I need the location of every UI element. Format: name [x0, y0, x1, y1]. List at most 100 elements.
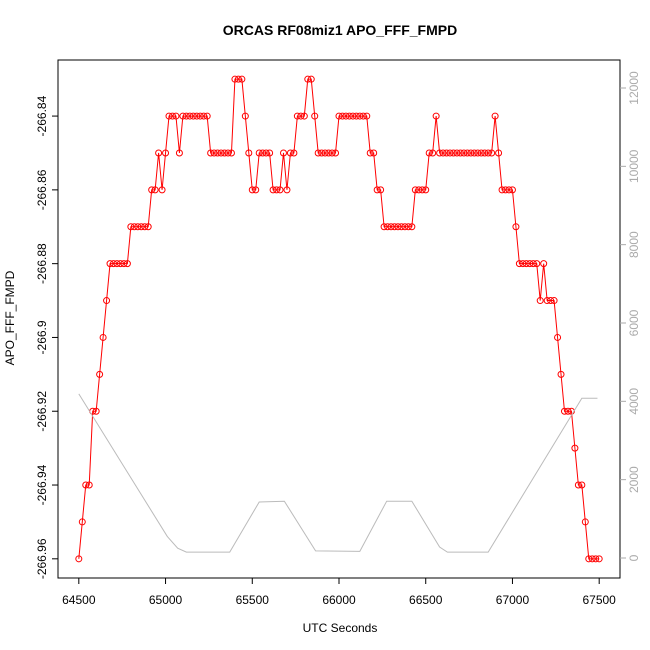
x-tick-label: 67000	[496, 593, 530, 607]
data-point	[266, 149, 274, 157]
data-point	[165, 112, 173, 120]
data-point	[377, 186, 385, 194]
data-point	[293, 112, 301, 120]
data-point	[210, 149, 218, 157]
data-point	[491, 112, 499, 120]
data-point	[75, 555, 83, 563]
data-point	[543, 297, 551, 305]
data-point	[106, 260, 114, 268]
data-point	[533, 260, 541, 268]
x-tick-label: 65000	[149, 593, 183, 607]
data-point	[186, 112, 194, 120]
data-point	[179, 112, 187, 120]
data-point	[227, 149, 235, 157]
data-point	[238, 75, 246, 83]
data-point	[259, 149, 267, 157]
data-point	[99, 333, 107, 341]
data-point	[519, 260, 527, 268]
data-point	[456, 149, 464, 157]
data-point	[564, 407, 572, 415]
data-point	[137, 223, 145, 231]
data-point	[401, 223, 409, 231]
x-tick-label: 66500	[409, 593, 443, 607]
data-point	[189, 112, 197, 120]
data-point	[224, 149, 232, 157]
data-point	[151, 186, 159, 194]
data-point	[273, 186, 281, 194]
y-tick-label: -266.88	[35, 243, 49, 284]
data-point	[269, 186, 277, 194]
data-point	[116, 260, 124, 268]
y2-tick-label: 2000	[627, 466, 641, 493]
data-point	[345, 112, 353, 120]
y2-tick-label: 6000	[627, 309, 641, 336]
data-point	[370, 149, 378, 157]
data-point	[252, 186, 260, 194]
data-point	[443, 149, 451, 157]
data-point	[82, 481, 90, 489]
data-point	[581, 518, 589, 526]
data-point	[463, 149, 471, 157]
data-point	[300, 112, 308, 120]
y2-tick-label: 4000	[627, 388, 641, 415]
data-point	[387, 223, 395, 231]
data-point	[356, 112, 364, 120]
data-point	[335, 112, 343, 120]
data-point	[214, 149, 222, 157]
x-tick-label: 64500	[62, 593, 96, 607]
data-point	[325, 149, 333, 157]
data-point	[78, 518, 86, 526]
data-point	[155, 149, 163, 157]
y2-tick-label: 0	[627, 554, 641, 561]
data-point	[234, 75, 242, 83]
data-point	[297, 112, 305, 120]
data-point	[321, 149, 329, 157]
data-point	[592, 555, 600, 563]
data-point	[231, 75, 239, 83]
data-point	[255, 149, 263, 157]
data-point	[432, 112, 440, 120]
x-tick-label: 66000	[322, 593, 356, 607]
series-line	[78, 393, 598, 553]
data-point	[203, 112, 211, 120]
data-point	[363, 112, 371, 120]
data-point	[418, 186, 426, 194]
data-point	[467, 149, 475, 157]
data-point	[318, 149, 326, 157]
data-point	[439, 149, 447, 157]
data-point	[342, 112, 350, 120]
data-point	[484, 149, 492, 157]
data-point	[172, 112, 180, 120]
y2-tick-label: 8000	[627, 231, 641, 258]
y-tick-label: -266.84	[35, 95, 49, 136]
data-point	[175, 149, 183, 157]
data-point	[453, 149, 461, 157]
data-point	[460, 149, 468, 157]
data-point	[488, 149, 496, 157]
data-point	[123, 260, 131, 268]
data-point	[248, 186, 256, 194]
data-point	[422, 186, 430, 194]
chart-title: ORCAS RF08miz1 APO_FFF_FMPD	[223, 22, 457, 38]
y2-tick-label: 12000	[627, 71, 641, 105]
data-point	[207, 149, 215, 157]
data-point	[449, 149, 457, 157]
data-point	[286, 149, 294, 157]
data-point	[411, 186, 419, 194]
x-tick-label: 65500	[236, 593, 270, 607]
data-point	[508, 186, 516, 194]
data-point	[307, 75, 315, 83]
data-point	[328, 149, 336, 157]
y-tick-label: -266.94	[35, 464, 49, 505]
data-point	[502, 186, 510, 194]
data-point	[141, 223, 149, 231]
data-point	[415, 186, 423, 194]
data-point	[162, 149, 170, 157]
x-tick-label: 67500	[582, 593, 616, 607]
data-point	[394, 223, 402, 231]
data-point	[290, 149, 298, 157]
data-point	[436, 149, 444, 157]
data-point	[515, 260, 523, 268]
data-point	[574, 481, 582, 489]
